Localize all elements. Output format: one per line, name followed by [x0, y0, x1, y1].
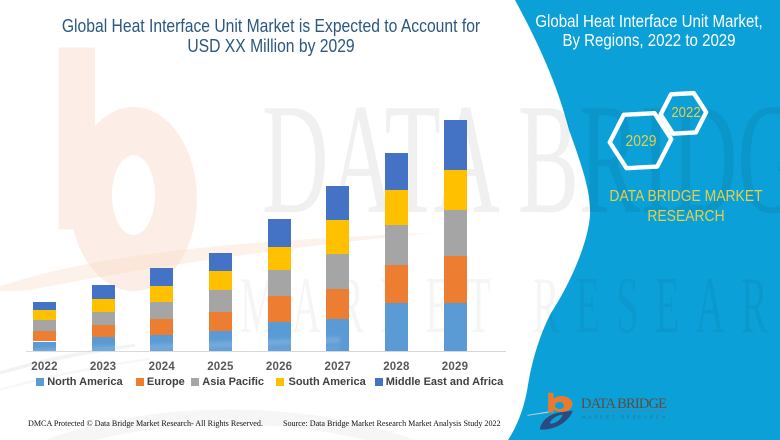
svg-text:MARKET RESEARCH: MARKET RESEARCH: [582, 415, 667, 420]
svg-text:DATA BRIDGE: DATA BRIDGE: [581, 396, 667, 412]
